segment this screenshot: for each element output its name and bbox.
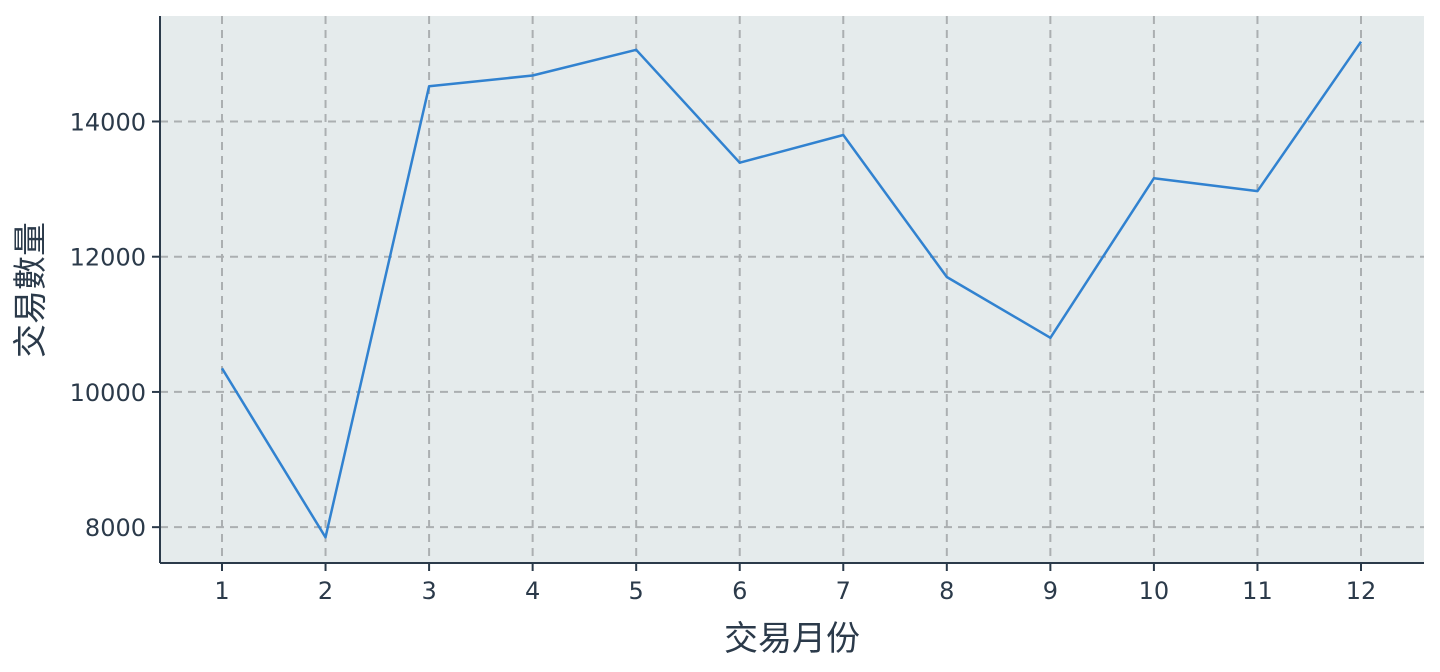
series-line-1: [220, 40, 1363, 539]
y-tick-label: 14000: [70, 108, 146, 136]
x-axis-ticks: 1 2 3 4 5 6 7 8 9 10 11 12: [214, 563, 1376, 605]
grid: [160, 16, 1424, 563]
x-tick-label: 2: [318, 577, 333, 605]
x-tick-label: 11: [1242, 577, 1273, 605]
y-axis-ticks: 8000 10000 12000 14000: [70, 108, 160, 542]
x-tick-label: 12: [1346, 577, 1377, 605]
plot-background: [160, 16, 1424, 563]
x-axis-title: 交易月份: [724, 619, 860, 659]
x-tick-label: 10: [1139, 577, 1170, 605]
x-tick-label: 7: [836, 577, 851, 605]
series-group: [220, 40, 1363, 539]
x-tick-label: 9: [1043, 577, 1058, 605]
x-tick-label: 6: [732, 577, 747, 605]
y-axis-title: 交易數量: [11, 222, 51, 358]
y-tick-label: 12000: [70, 244, 146, 272]
y-tick-label: 10000: [70, 379, 146, 407]
x-tick-label: 8: [939, 577, 954, 605]
y-tick-label: 8000: [85, 514, 146, 542]
x-tick-label: 1: [214, 577, 229, 605]
x-tick-label: 5: [629, 577, 644, 605]
x-tick-label: 3: [421, 577, 436, 605]
x-tick-label: 4: [525, 577, 540, 605]
